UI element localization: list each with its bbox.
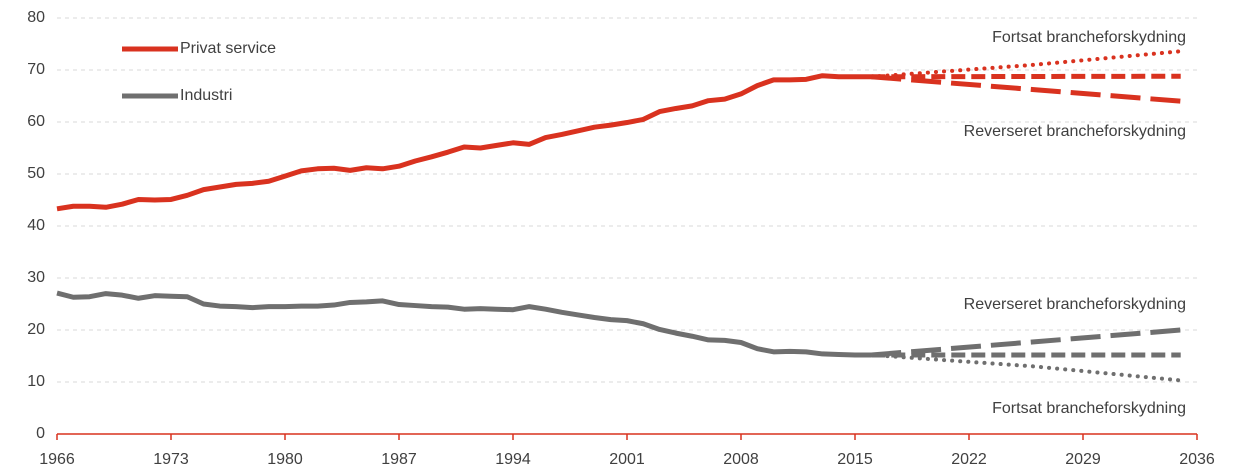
- x-tick-label: 2015: [837, 451, 873, 468]
- annotation: Reverseret brancheforskydning: [964, 123, 1186, 140]
- legend-label: Privat service: [180, 40, 276, 57]
- x-tick-label: 2036: [1179, 451, 1215, 468]
- annotation: Reverseret brancheforskydning: [964, 296, 1186, 313]
- x-tick-label: 1980: [267, 451, 303, 468]
- y-tick-label: 60: [27, 113, 45, 130]
- y-tick-label: 40: [27, 217, 45, 234]
- series-line: [56, 290, 872, 358]
- x-tick-label: 1994: [495, 451, 531, 468]
- x-tick-label: 1987: [381, 451, 417, 468]
- x-tick-label: 2029: [1065, 451, 1101, 468]
- y-tick-label: 80: [27, 9, 45, 26]
- x-tick-label: 2008: [723, 451, 759, 468]
- series-line: [871, 327, 1181, 358]
- annotation: Fortsat brancheforskydning: [992, 400, 1186, 417]
- x-tick-label: 1966: [39, 451, 75, 468]
- series-line: [869, 352, 1183, 383]
- y-tick-label: 10: [27, 373, 45, 390]
- x-tick-label: 2022: [951, 451, 987, 468]
- series-line: [869, 49, 1183, 79]
- series-line: [871, 73, 1181, 80]
- series-line: [56, 73, 872, 212]
- y-tick-label: 0: [36, 425, 45, 442]
- y-tick-label: 30: [27, 269, 45, 286]
- legend-label: Industri: [180, 87, 232, 104]
- y-tick-label: 50: [27, 165, 45, 182]
- x-tick-label: 2001: [609, 451, 645, 468]
- annotation: Fortsat brancheforskydning: [992, 29, 1186, 46]
- y-tick-label: 20: [27, 321, 45, 338]
- y-tick-label: 70: [27, 61, 45, 78]
- x-tick-label: 1973: [153, 451, 189, 468]
- series-line: [871, 74, 1181, 104]
